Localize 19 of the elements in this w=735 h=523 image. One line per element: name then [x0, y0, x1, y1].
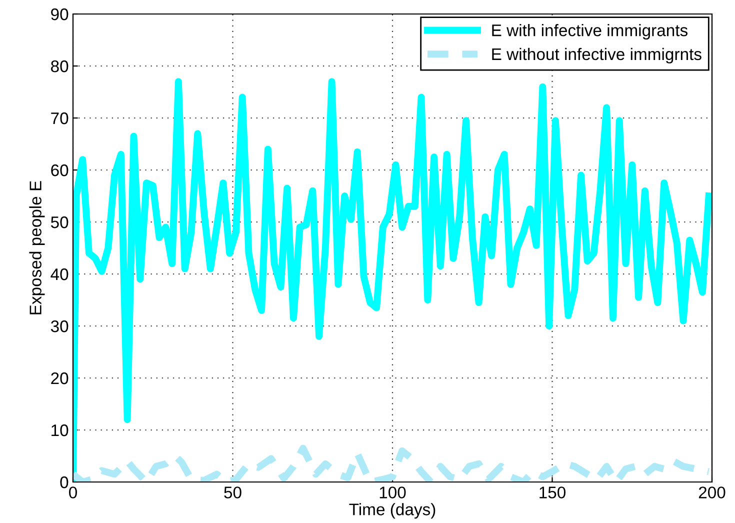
x-axis-title: Time (days) — [349, 503, 436, 519]
y-tick-label: 60 — [51, 164, 68, 176]
x-tick-label: 100 — [380, 486, 406, 498]
x-tick-label: 200 — [698, 486, 726, 498]
y-tick-label: 40 — [50, 268, 68, 280]
y-tick-label: 80 — [51, 60, 68, 72]
y-tick-label: 0 — [60, 476, 68, 488]
y-tick-label: 90 — [51, 8, 68, 20]
y-tick-label: 30 — [50, 320, 68, 332]
y-tick-label: 50 — [50, 216, 68, 228]
x-tick-label: 0 — [69, 486, 77, 498]
x-tick-label: 50 — [224, 486, 242, 498]
legend-label: E with infective immigrants — [492, 24, 688, 40]
x-tick-label: 150 — [540, 486, 566, 498]
y-tick-label: 20 — [51, 372, 68, 384]
y-tick-label: 70 — [51, 112, 68, 124]
y-axis-title: Exposed people E — [29, 181, 45, 314]
legend-label: E without infective immigrnts — [492, 48, 702, 64]
y-tick-label: 10 — [52, 424, 68, 436]
